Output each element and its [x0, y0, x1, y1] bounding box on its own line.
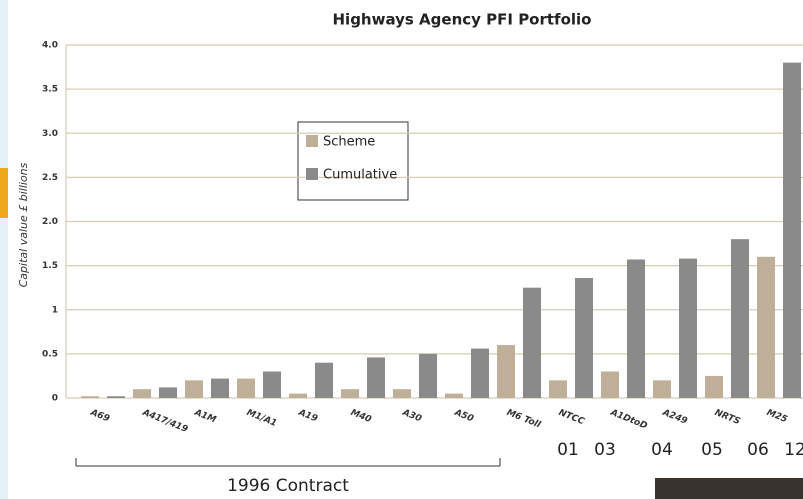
bar: [367, 357, 385, 398]
bar: [315, 363, 333, 398]
y-tick-label: 3.5: [42, 85, 58, 95]
bar: [341, 389, 359, 398]
year-label: 05: [701, 440, 723, 460]
bar: [653, 380, 671, 398]
y-tick-label: 3.0: [42, 129, 58, 139]
y-tick-label: 4.0: [42, 41, 58, 51]
bar: [757, 257, 775, 398]
bar: [133, 389, 151, 398]
bar: [731, 239, 749, 398]
group-label: 1996 Contract: [227, 476, 349, 496]
year-label: 03: [594, 440, 616, 460]
y-tick-label: 0: [52, 394, 58, 404]
bar: [523, 288, 541, 398]
bar: [107, 396, 125, 398]
y-tick-label: 2.5: [42, 173, 58, 183]
page: Highways Agency PFI Portfolio Capital va…: [0, 0, 803, 499]
year-label: 01: [557, 440, 579, 460]
chart: Highways Agency PFI Portfolio Capital va…: [0, 0, 803, 499]
chart-title: Highways Agency PFI Portfolio: [333, 11, 592, 29]
bar: [705, 376, 723, 398]
bar: [497, 345, 515, 398]
year-label: 04: [651, 440, 673, 460]
legend-swatch: [306, 135, 318, 147]
bar: [393, 389, 411, 398]
bar: [185, 380, 203, 398]
legend-label: Cumulative: [323, 168, 397, 183]
bar: [211, 379, 229, 398]
bar: [471, 349, 489, 398]
bar: [263, 372, 281, 398]
bar: [445, 394, 463, 398]
side-tab: [0, 168, 8, 218]
y-tick-label: 1: [52, 305, 58, 315]
y-tick-label: 2.0: [42, 217, 58, 227]
bar: [237, 379, 255, 398]
bar: [575, 278, 593, 398]
y-tick-label: 0.5: [42, 349, 58, 359]
y-axis-label: Capital value £ billions: [17, 162, 30, 287]
bar: [289, 394, 307, 398]
bar: [783, 63, 801, 398]
y-tick-label: 1.5: [42, 261, 58, 271]
bar: [81, 396, 99, 398]
legend-label: Scheme: [323, 135, 375, 150]
bar: [549, 380, 567, 398]
photo-edge: [655, 478, 803, 499]
year-label: 06: [747, 440, 769, 460]
bar: [419, 354, 437, 398]
year-label: 12: [784, 440, 803, 460]
legend-swatch: [306, 168, 318, 180]
bar: [601, 372, 619, 398]
bar: [159, 387, 177, 398]
bar: [679, 259, 697, 398]
bar: [627, 259, 645, 398]
